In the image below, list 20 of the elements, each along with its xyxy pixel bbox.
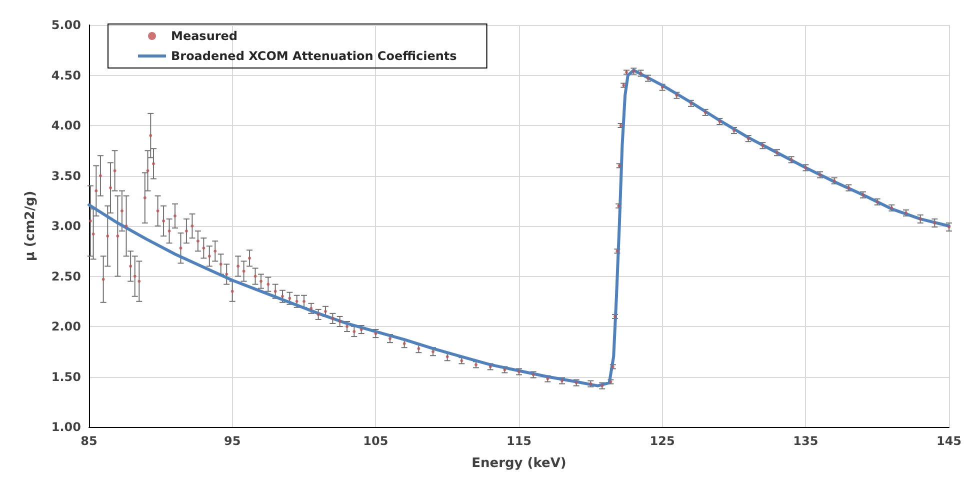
y-tick-label: 4.50 <box>51 68 81 82</box>
y-tick-label: 4.00 <box>51 118 81 132</box>
y-tick-label: 2.00 <box>51 320 81 334</box>
x-tick-label: 95 <box>224 434 241 448</box>
x-axis-title: Energy (keV) <box>472 456 566 471</box>
y-tick-label: 5.00 <box>51 18 81 32</box>
y-tick-label: 1.50 <box>51 370 81 384</box>
x-tick-label: 125 <box>650 434 675 448</box>
y-tick-label: 3.00 <box>51 219 81 233</box>
legend-label: Broadened XCOM Attenuation Coefficients <box>171 49 457 63</box>
legend-label: Measured <box>171 29 238 43</box>
y-tick-label: 2.50 <box>51 269 81 284</box>
y-axis-title: μ (cm2/g) <box>23 190 38 262</box>
x-tick-label: 85 <box>80 434 98 448</box>
x-tick-label: 115 <box>506 434 532 448</box>
y-tick-label: 3.50 <box>51 168 81 183</box>
y-tick-label: 1.00 <box>51 420 81 434</box>
x-tick-label: 145 <box>936 434 962 448</box>
x-tick-label: 105 <box>363 434 388 448</box>
x-tick-label: 135 <box>793 434 818 448</box>
